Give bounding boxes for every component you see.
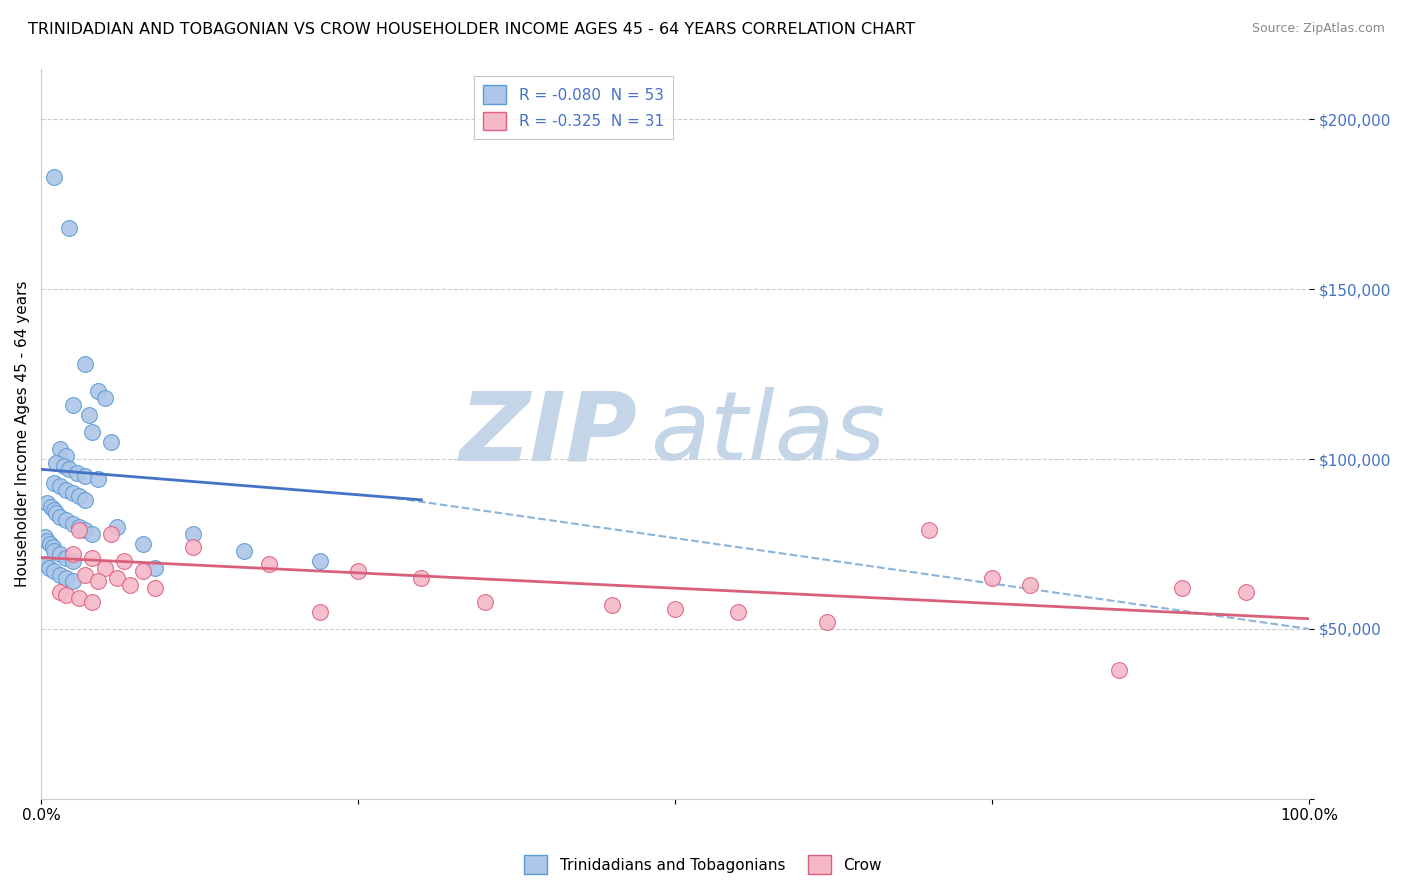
Point [131,564,153,578]
Point [1171,581,1194,595]
Point [55,550,77,565]
Point [39,537,62,551]
Point [664,601,686,615]
Point [37,496,59,510]
Point [55,571,77,585]
Point [143,581,166,595]
Point [62,398,84,412]
Text: TRINIDADIAN AND TOBAGONIAN VS CROW HOUSEHOLDER INCOME AGES 45 - 64 YEARS CORRELA: TRINIDADIAN AND TOBAGONIAN VS CROW HOUSE… [28,22,915,37]
Point [75,357,97,371]
Point [93,391,115,405]
Point [62,516,84,531]
Point [62,547,84,561]
Point [42,475,65,490]
Point [55,483,77,497]
Point [347,564,370,578]
Point [49,479,72,493]
Point [42,503,65,517]
Point [727,605,749,619]
Point [75,567,97,582]
Point [49,442,72,456]
Point [80,425,103,439]
Point [80,550,103,565]
Text: Source: ZipAtlas.com: Source: ZipAtlas.com [1251,22,1385,36]
Point [42,170,65,185]
Point [981,571,1004,585]
Point [67,520,90,534]
Point [55,588,77,602]
Point [259,558,281,572]
Point [309,605,332,619]
Point [65,466,87,480]
Point [34,530,56,544]
Point [87,574,110,589]
Point [45,507,67,521]
Point [118,578,141,592]
Point [45,456,67,470]
Point [233,544,256,558]
Point [39,500,62,514]
Point [100,435,122,450]
Point [58,462,80,476]
Legend: Trinidadians and Tobagonians, Crow: Trinidadians and Tobagonians, Crow [519,849,887,880]
Point [67,591,90,606]
Point [55,449,77,463]
Text: atlas: atlas [650,387,884,480]
Point [49,547,72,561]
Point [52,458,75,473]
Point [75,469,97,483]
Point [105,520,128,534]
Point [600,598,623,612]
Point [79,408,101,422]
Point [80,526,103,541]
Point [49,509,72,524]
Point [105,571,128,585]
Point [87,384,110,399]
Point [58,221,80,235]
Point [1234,584,1257,599]
Point [35,558,58,572]
Point [815,615,838,629]
Point [100,526,122,541]
Point [49,567,72,582]
Legend: R = -0.080  N = 53, R = -0.325  N = 31: R = -0.080 N = 53, R = -0.325 N = 31 [474,76,673,139]
Point [411,571,433,585]
Point [42,544,65,558]
Point [75,492,97,507]
Point [93,561,115,575]
Point [309,554,332,568]
Point [62,486,84,500]
Point [143,561,166,575]
Point [41,541,63,555]
Point [37,533,59,548]
Point [87,473,110,487]
Point [474,595,496,609]
Point [62,554,84,568]
Point [62,574,84,589]
Point [42,564,65,578]
Text: ZIP: ZIP [460,387,637,480]
Point [38,561,60,575]
Point [1108,663,1130,677]
Point [181,541,204,555]
Point [55,513,77,527]
Point [75,524,97,538]
Point [67,490,90,504]
Point [112,554,135,568]
Point [917,524,939,538]
Point [131,537,153,551]
Y-axis label: Householder Income Ages 45 - 64 years: Householder Income Ages 45 - 64 years [15,280,30,587]
Point [67,524,90,538]
Point [1019,578,1042,592]
Point [49,584,72,599]
Point [181,526,204,541]
Point [80,595,103,609]
